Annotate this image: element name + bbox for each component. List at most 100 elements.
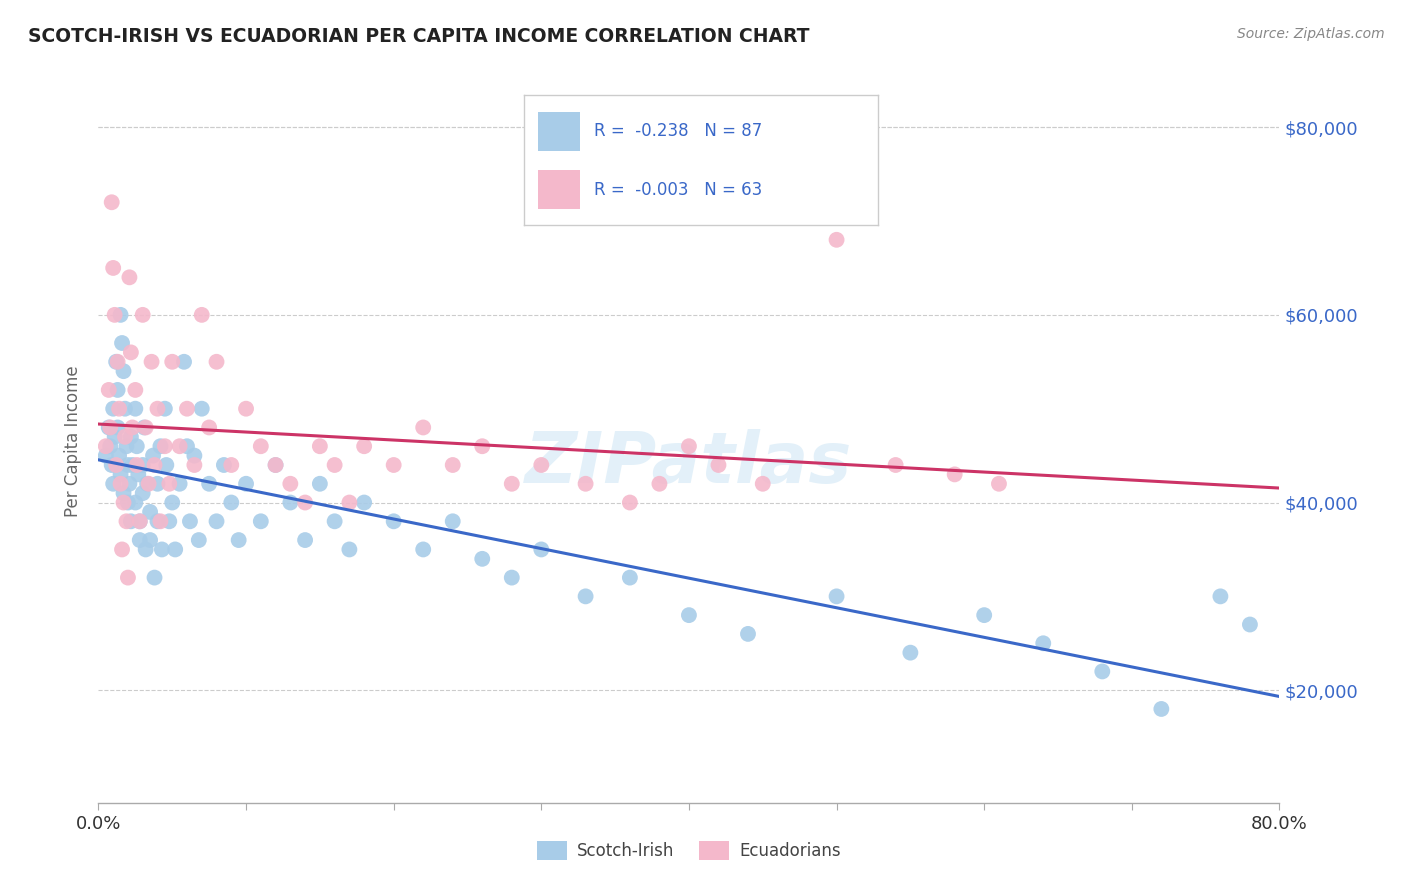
Point bbox=[737, 627, 759, 641]
Point bbox=[412, 420, 434, 434]
Point bbox=[107, 420, 129, 434]
Point bbox=[128, 514, 150, 528]
Point bbox=[176, 439, 198, 453]
Point bbox=[250, 439, 273, 453]
Point bbox=[143, 571, 166, 585]
Text: Source: ZipAtlas.com: Source: ZipAtlas.com bbox=[1237, 27, 1385, 41]
Point bbox=[228, 533, 250, 547]
Point bbox=[118, 476, 141, 491]
Point bbox=[110, 467, 132, 482]
Point bbox=[988, 476, 1011, 491]
Point bbox=[943, 467, 966, 482]
Point bbox=[100, 458, 122, 472]
Point bbox=[110, 308, 132, 322]
Point bbox=[191, 401, 214, 416]
Point bbox=[124, 495, 146, 509]
Point bbox=[191, 308, 214, 322]
Point bbox=[162, 495, 183, 509]
Point bbox=[141, 355, 163, 369]
Point bbox=[264, 458, 287, 472]
Point bbox=[309, 439, 332, 453]
Point bbox=[205, 355, 228, 369]
Point bbox=[117, 495, 139, 509]
Point bbox=[143, 458, 166, 472]
Point bbox=[221, 495, 243, 509]
Point bbox=[146, 514, 169, 528]
Point bbox=[135, 420, 157, 434]
Point bbox=[115, 514, 138, 528]
Point bbox=[280, 476, 302, 491]
Point bbox=[157, 514, 180, 528]
Point bbox=[98, 439, 121, 453]
Point bbox=[121, 458, 143, 472]
Point bbox=[323, 458, 346, 472]
Point bbox=[108, 401, 131, 416]
Point bbox=[619, 495, 641, 509]
Point bbox=[169, 476, 191, 491]
Point bbox=[441, 514, 464, 528]
Point bbox=[382, 514, 405, 528]
Point bbox=[294, 533, 316, 547]
Point bbox=[187, 533, 209, 547]
Point bbox=[94, 439, 117, 453]
Point bbox=[117, 458, 139, 472]
Point bbox=[111, 336, 134, 351]
Point bbox=[294, 495, 316, 509]
Point bbox=[353, 439, 375, 453]
Point bbox=[104, 308, 127, 322]
Point bbox=[105, 355, 128, 369]
Point bbox=[1091, 665, 1114, 679]
Point bbox=[120, 430, 142, 444]
Point bbox=[501, 476, 523, 491]
Point bbox=[97, 383, 120, 397]
Point bbox=[98, 420, 121, 434]
Point bbox=[825, 590, 848, 604]
Point bbox=[973, 608, 995, 623]
Point bbox=[127, 467, 149, 482]
Point bbox=[112, 495, 135, 509]
Point bbox=[309, 476, 332, 491]
Point bbox=[149, 514, 172, 528]
Point bbox=[135, 542, 157, 557]
Point bbox=[198, 476, 221, 491]
Point bbox=[134, 420, 156, 434]
Point bbox=[353, 495, 375, 509]
Point bbox=[382, 458, 405, 472]
Point bbox=[128, 514, 150, 528]
Point bbox=[707, 458, 730, 472]
Point bbox=[900, 646, 922, 660]
Point bbox=[138, 476, 160, 491]
Point bbox=[1209, 590, 1232, 604]
Point bbox=[183, 458, 205, 472]
Point bbox=[125, 439, 148, 453]
Point bbox=[139, 505, 162, 519]
Point bbox=[183, 449, 205, 463]
Point bbox=[153, 401, 176, 416]
Point bbox=[575, 590, 598, 604]
Point bbox=[471, 551, 494, 566]
Point bbox=[1239, 617, 1261, 632]
Point bbox=[136, 476, 159, 491]
Point bbox=[648, 476, 671, 491]
Point bbox=[212, 458, 235, 472]
Point bbox=[250, 514, 273, 528]
Point bbox=[619, 571, 641, 585]
Point bbox=[146, 476, 169, 491]
Point bbox=[1032, 636, 1054, 650]
Point bbox=[221, 458, 243, 472]
Point bbox=[94, 449, 117, 463]
Point bbox=[97, 420, 120, 434]
Point bbox=[125, 458, 148, 472]
Point bbox=[105, 458, 128, 472]
Point bbox=[107, 383, 129, 397]
Point bbox=[179, 514, 201, 528]
Point bbox=[176, 401, 198, 416]
Point bbox=[153, 439, 176, 453]
Point bbox=[120, 514, 142, 528]
Point bbox=[678, 608, 700, 623]
Legend: Scotch-Irish, Ecuadorians: Scotch-Irish, Ecuadorians bbox=[530, 834, 848, 867]
Point bbox=[103, 401, 125, 416]
Point bbox=[146, 401, 169, 416]
Point bbox=[114, 401, 136, 416]
Point bbox=[112, 364, 135, 378]
